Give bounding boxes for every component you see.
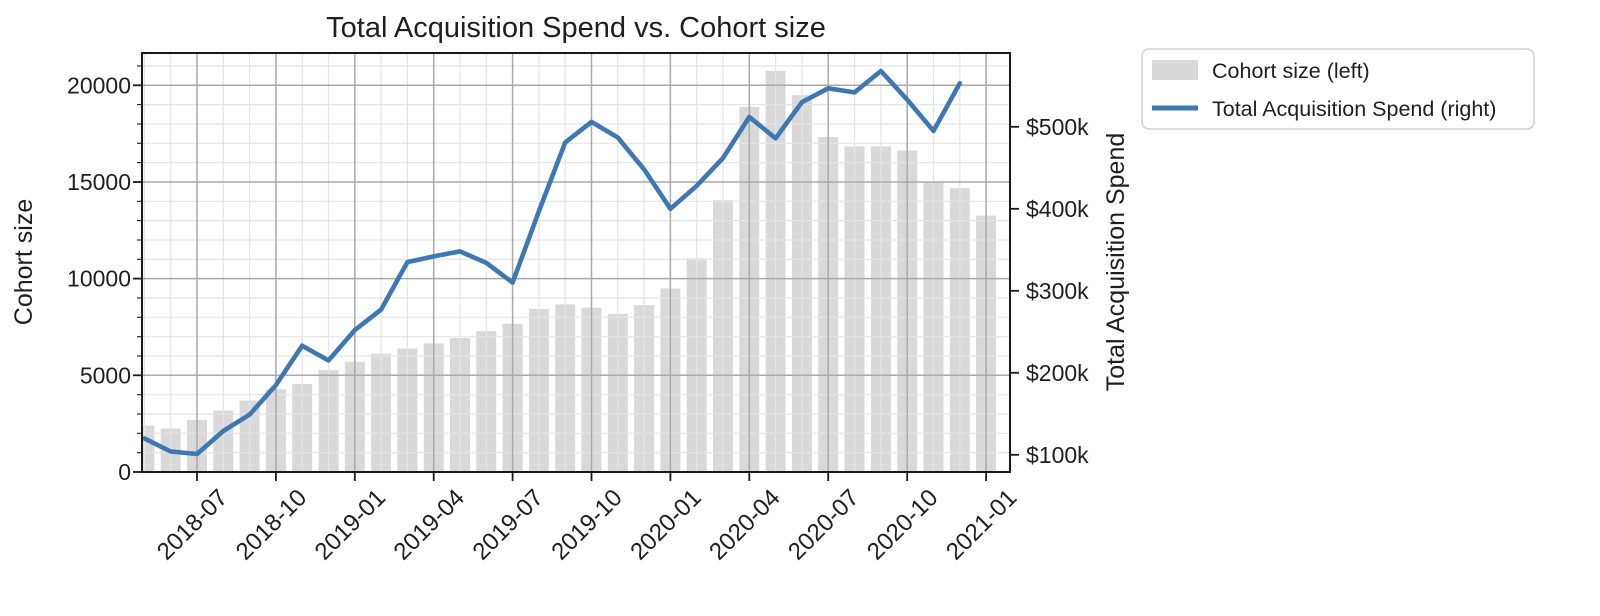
right-tick-label: $100k [1026,442,1089,468]
x-tick-label: 2019-07 [467,484,548,565]
x-tick-label: 2019-10 [546,484,627,565]
x-tick-label: 2020-04 [704,484,785,565]
left-tick-label: 20000 [67,72,131,98]
x-tick-label: 2018-10 [231,484,312,565]
x-tick-label: 2020-01 [625,484,706,565]
x-tick-label: 2018-07 [152,484,233,565]
right-tick-label: $300k [1026,278,1089,304]
legend-box [1141,48,1535,130]
left-tick-label: 0 [118,459,131,485]
x-tick-label: 2020-10 [862,484,943,565]
right-tick-label: $200k [1026,360,1089,386]
line-series [142,68,963,457]
x-tick-label: 2020-07 [783,484,864,565]
plot-spines [141,52,1011,473]
x-tick-label: 2019-01 [310,484,391,565]
left-axis-label: Cohort size [10,199,38,325]
x-tick-label: 2019-04 [389,484,470,565]
legend-bar-swatch [1152,60,1198,80]
legend: Cohort size (left) Total Acquisition Spe… [1141,48,1535,130]
gridlines [142,53,1010,472]
chart-title: Total Acquisition Spend vs. Cohort size [326,12,826,44]
right-tick-label: $400k [1026,196,1089,222]
plot-area: 0 5000 10000 15000 20000 $100k $200k $300k $400k… [67,52,1089,566]
x-tick-label: 2021-01 [941,484,1022,565]
right-tick-label: $500k [1026,114,1089,140]
left-tick-label: 15000 [67,169,131,195]
right-axis-label: Total Acquisition Spend [1102,133,1130,392]
legend-bar-label: Cohort size (left) [1212,59,1370,83]
spend-line [142,68,963,457]
legend-line-label: Total Acquisition Spend (right) [1212,97,1496,121]
left-tick-label: 5000 [80,362,131,388]
left-tick-label: 10000 [67,266,131,292]
